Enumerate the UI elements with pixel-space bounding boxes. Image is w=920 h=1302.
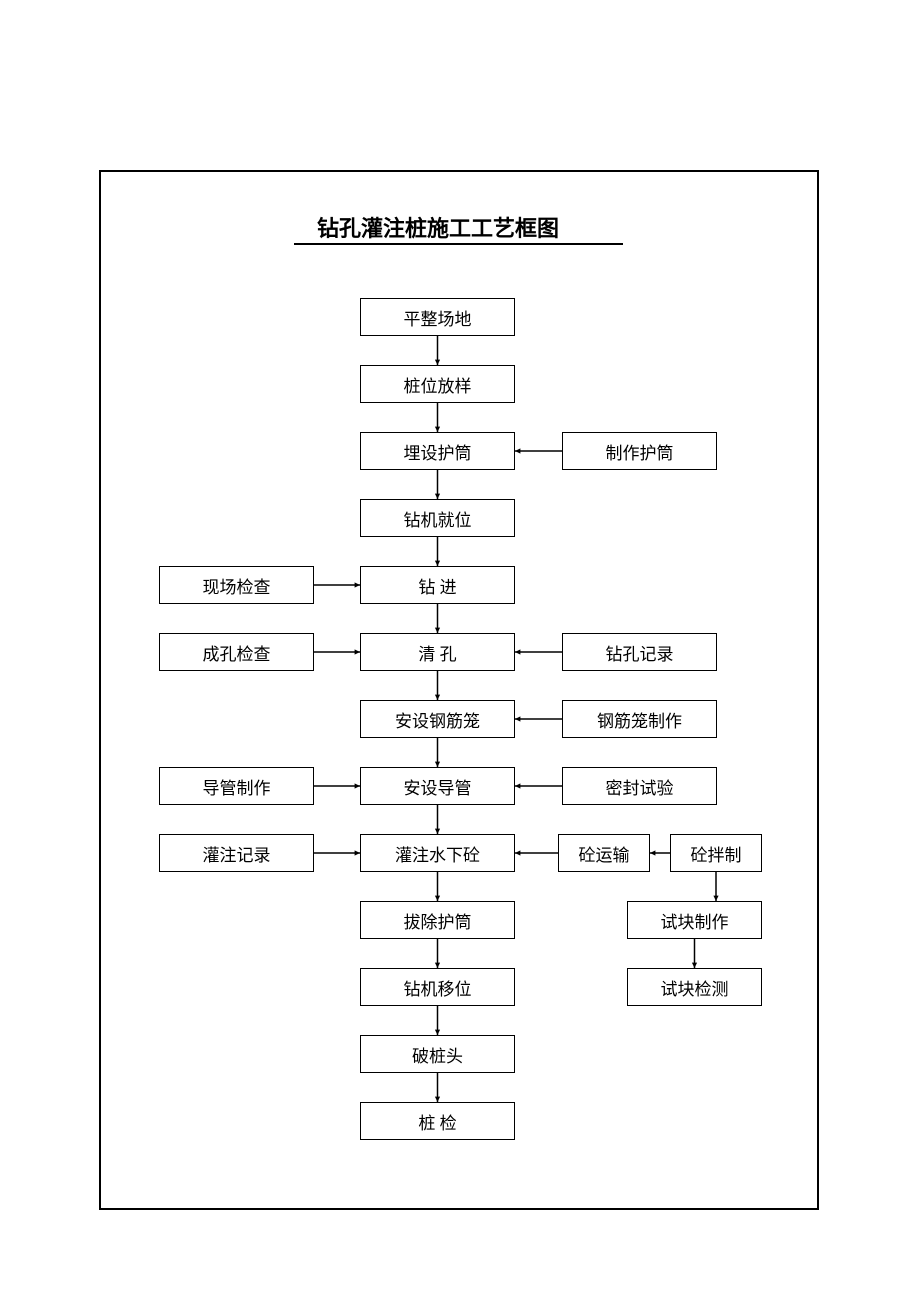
- flowchart-box-n9r2: 砼拌制: [670, 834, 762, 872]
- box-label: 成孔检查: [203, 640, 271, 665]
- box-label: 试块制作: [661, 908, 729, 933]
- flowchart-box-n4: 钻机就位: [360, 499, 515, 537]
- flowchart-box-n10r: 试块制作: [627, 901, 762, 939]
- box-label: 砼运输: [579, 841, 630, 866]
- flowchart-box-n1: 平整场地: [360, 298, 515, 336]
- flowchart-box-n12: 破桩头: [360, 1035, 515, 1073]
- diagram-title: 钻孔灌注桩施工工艺框图: [317, 211, 559, 243]
- box-label: 拔除护筒: [404, 908, 472, 933]
- flowchart-box-n8l: 导管制作: [159, 767, 314, 805]
- box-label: 桩位放样: [404, 372, 472, 397]
- box-label: 制作护筒: [606, 439, 674, 464]
- box-label: 砼拌制: [691, 841, 742, 866]
- box-label: 埋设护筒: [404, 439, 472, 464]
- box-label: 密封试验: [606, 774, 674, 799]
- box-label: 钻机移位: [404, 975, 472, 1000]
- box-label: 试块检测: [661, 975, 729, 1000]
- box-label: 钻机就位: [404, 506, 472, 531]
- flowchart-box-n2: 桩位放样: [360, 365, 515, 403]
- box-label: 导管制作: [203, 774, 271, 799]
- flowchart-box-n3r: 制作护筒: [562, 432, 717, 470]
- flowchart-box-n9: 灌注水下砼: [360, 834, 515, 872]
- flowchart-box-n6r: 钻孔记录: [562, 633, 717, 671]
- box-label: 破桩头: [412, 1042, 463, 1067]
- box-label: 安设钢筋笼: [395, 707, 480, 732]
- box-label: 灌注记录: [203, 841, 271, 866]
- box-label: 灌注水下砼: [395, 841, 480, 866]
- box-label: 安设导管: [404, 774, 472, 799]
- flowchart-box-n13: 桩 检: [360, 1102, 515, 1140]
- box-label: 钻孔记录: [606, 640, 674, 665]
- box-label: 现场检查: [203, 573, 271, 598]
- page: 钻孔灌注桩施工工艺框图 平整场地桩位放样埋设护筒 制作护筒钻机就位钻 进 现场检查清…: [0, 0, 920, 1302]
- flowchart-box-n10: 拔除护筒: [360, 901, 515, 939]
- flowchart-box-n11r: 试块检测: [627, 968, 762, 1006]
- flowchart-box-n7: 安设钢筋笼: [360, 700, 515, 738]
- title-underline: [294, 243, 623, 245]
- flowchart-box-n9r1: 砼运输: [558, 834, 650, 872]
- flowchart-box-n11: 钻机移位: [360, 968, 515, 1006]
- box-label: 桩 检: [418, 1109, 456, 1134]
- flowchart-box-n3: 埋设护筒: [360, 432, 515, 470]
- flowchart-box-n6: 清 孔: [360, 633, 515, 671]
- box-label: 钢筋笼制作: [597, 707, 682, 732]
- flowchart-box-n5l: 现场检查: [159, 566, 314, 604]
- box-label: 清 孔: [418, 640, 456, 665]
- flowchart-box-n9l: 灌注记录: [159, 834, 314, 872]
- flowchart-box-n8r: 密封试验: [562, 767, 717, 805]
- box-label: 钻 进: [418, 573, 456, 598]
- flowchart-box-n8: 安设导管: [360, 767, 515, 805]
- flowchart-box-n5: 钻 进: [360, 566, 515, 604]
- flowchart-box-n6l: 成孔检查: [159, 633, 314, 671]
- flowchart-box-n7r: 钢筋笼制作: [562, 700, 717, 738]
- box-label: 平整场地: [404, 305, 472, 330]
